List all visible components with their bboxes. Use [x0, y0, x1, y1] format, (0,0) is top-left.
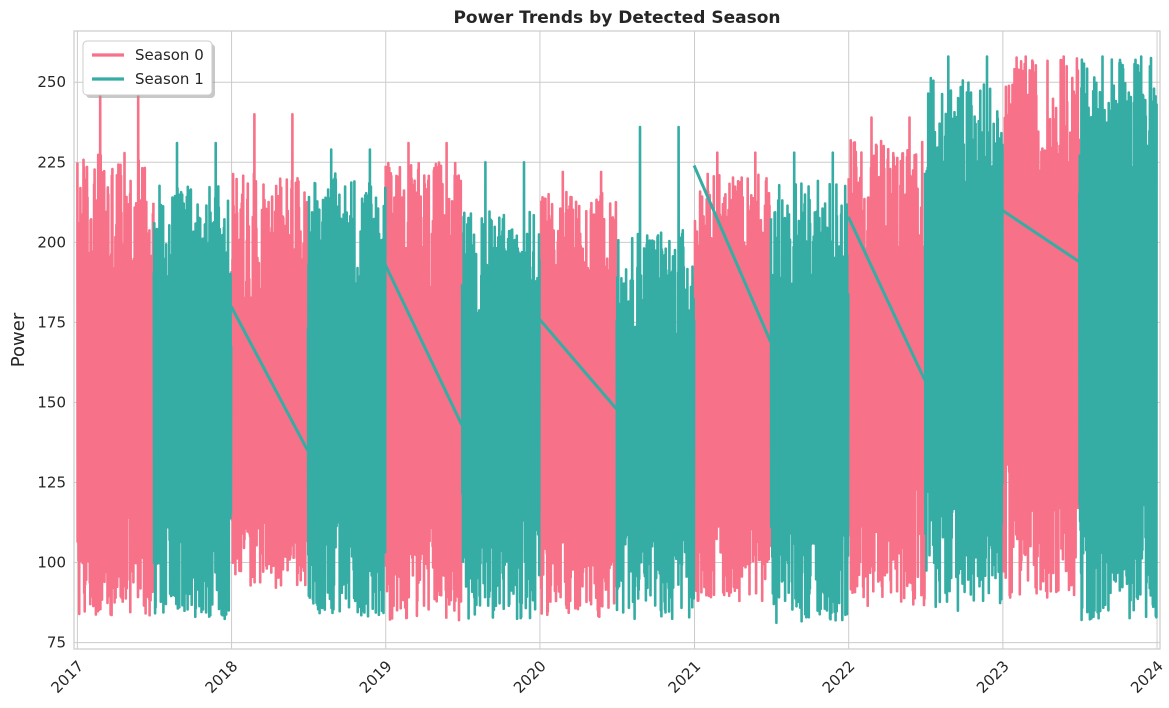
y-tick-label: 200 — [37, 233, 66, 251]
season-0-segment — [693, 151, 772, 603]
season-1-connector — [692, 164, 772, 343]
season-1-connector — [538, 318, 618, 410]
season-1-segment — [769, 151, 850, 625]
y-tick-label: 175 — [37, 313, 66, 331]
legend: Season 0 Season 1 — [82, 40, 215, 98]
season-1-connector — [383, 264, 464, 426]
season-1-segment — [460, 161, 541, 620]
legend-label-season-1: Season 1 — [135, 70, 204, 88]
y-tick-label: 100 — [37, 554, 66, 572]
y-tick-label: 75 — [47, 634, 66, 652]
y-axis-title: Power — [8, 312, 29, 367]
season-1-segment — [152, 141, 233, 621]
season-0-segment — [230, 113, 309, 589]
season-1-connector — [229, 305, 309, 452]
plot-frame — [73, 30, 1161, 650]
season-0-segment — [1001, 55, 1081, 599]
y-tick-label: 125 — [37, 473, 66, 491]
season-1-connector — [846, 216, 927, 381]
y-axis-ticks: 75 100 125 150 175 200 225 250 — [37, 73, 66, 651]
season-1-segment — [615, 125, 696, 621]
season-1-segment — [1078, 55, 1158, 622]
series-season-1 — [152, 55, 1158, 625]
series-area — [76, 55, 1158, 625]
season-0-segment — [76, 80, 155, 617]
chart-title: Power Trends by Detected Season — [453, 8, 780, 28]
season-0-segment — [847, 116, 926, 607]
season-1-segment — [306, 148, 387, 618]
series-season-0 — [76, 55, 1081, 622]
legend-label-season-0: Season 0 — [135, 46, 204, 64]
y-tick-label: 250 — [37, 73, 66, 91]
season-0-segment — [538, 170, 618, 618]
y-tick-label: 225 — [37, 153, 66, 171]
season-1-connector — [1001, 209, 1080, 263]
season-0-segment — [384, 141, 464, 622]
y-tick-label: 150 — [37, 393, 66, 411]
season-1-segment — [923, 55, 1004, 612]
